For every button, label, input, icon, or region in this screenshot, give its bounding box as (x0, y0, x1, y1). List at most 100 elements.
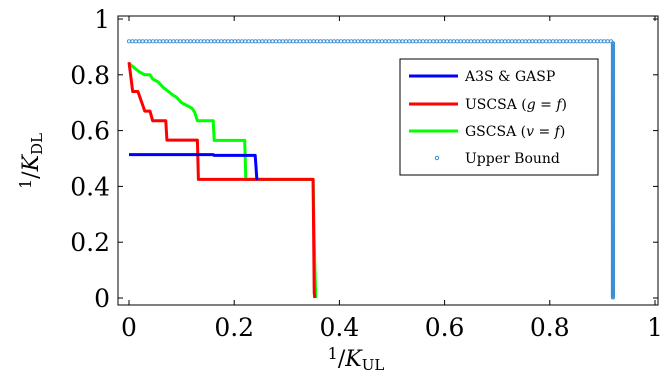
upper-bound-point (455, 39, 460, 44)
upper-bound-point (325, 39, 330, 44)
upper-bound-point (164, 39, 169, 44)
upper-bound-point (294, 39, 299, 44)
upper-bound-point (526, 39, 532, 44)
upper-bound-point (530, 39, 535, 44)
plot-area-frame (117, 15, 659, 306)
upper-bound-point (485, 39, 491, 44)
upper-bound-point (250, 39, 255, 44)
svg-text:1/KUL: 1/KUL (328, 344, 385, 374)
upper-bound-point (578, 39, 583, 44)
upper-bound-point (366, 39, 371, 44)
upper-bound-point (185, 39, 190, 44)
upper-bound-point (610, 295, 615, 300)
upper-bound-point (462, 39, 467, 44)
upper-bound-point (154, 39, 159, 44)
upper-bound-point (215, 39, 220, 44)
upper-bound-point (523, 39, 528, 44)
upper-bound-point (198, 39, 203, 44)
upper-bound-point (496, 39, 501, 44)
ticks-layer: 0 0.2 0.4 0.6 0.8 1 0 0.2 0.4 0.6 0.8 1 (70, 5, 660, 342)
x-tick-label: 0.6 (425, 313, 465, 342)
upper-bound-point (400, 39, 405, 44)
upper-bound-point (191, 39, 197, 44)
upper-bound-point (574, 39, 579, 44)
upper-bound-point (561, 39, 566, 44)
upper-bound-point (506, 39, 511, 44)
legend: A3S & GASP USCSA (g = f) GSCSA (v = f) Uppe… (399, 58, 599, 176)
svg-text:1/KDL: 1/KDL (16, 133, 46, 189)
upper-bound-point (540, 39, 545, 44)
upper-bound-point (465, 39, 470, 44)
upper-bound-point (427, 39, 432, 44)
upper-bound-point (571, 39, 576, 44)
upper-bound-point (140, 39, 145, 44)
upper-bound-point (554, 39, 559, 44)
upper-bound-point (178, 39, 183, 44)
upper-bound-point (205, 39, 210, 44)
upper-bound-point (277, 39, 282, 44)
upper-bound-point (311, 39, 316, 44)
upper-bound-point (602, 39, 607, 44)
upper-bound-point (369, 39, 374, 44)
upper-bound-point (318, 39, 323, 44)
upper-bound-point (349, 39, 354, 44)
upper-bound-point (202, 39, 207, 44)
upper-bound-point (489, 39, 494, 44)
x-tick-label: 0.2 (214, 313, 254, 342)
upper-bound-point (243, 39, 248, 44)
upper-bound-point (280, 39, 285, 44)
series-line-uscsa (127, 62, 317, 299)
upper-bound-point (509, 39, 514, 44)
y-tick-label: 0.2 (70, 228, 110, 257)
upper-bound-point (544, 39, 549, 44)
upper-bound-point (513, 39, 518, 44)
legend-label: A3S & GASP (464, 69, 555, 85)
upper-bound-point (267, 39, 272, 44)
upper-bound-point (270, 39, 275, 44)
upper-bound-point (167, 39, 173, 44)
upper-bound-point (564, 39, 569, 44)
upper-bound-point (314, 39, 320, 44)
upper-bound-point (328, 39, 333, 44)
upper-bound-point (301, 39, 306, 44)
upper-bound-point (383, 39, 388, 44)
upper-bound-point (304, 39, 309, 44)
upper-bound-point (431, 39, 436, 44)
y-tick-label: 0.4 (70, 172, 110, 201)
y-tick-label: 0.8 (70, 61, 110, 90)
upper-bound-point (338, 39, 344, 44)
upper-bound-point (209, 39, 214, 44)
upper-bound-point (130, 39, 135, 44)
legend-label: USCSA (g = f) (465, 97, 567, 113)
upper-bound-point (332, 39, 337, 44)
upper-bound-point (533, 39, 538, 44)
upper-bound-point (550, 39, 556, 44)
upper-bound-point (499, 39, 504, 44)
upper-bound-point (585, 39, 590, 44)
legend-box (399, 58, 599, 176)
upper-bound-point (335, 39, 340, 44)
upper-bound-point (181, 39, 186, 44)
upper-bound-point (503, 39, 508, 44)
upper-bound-point (444, 39, 450, 44)
upper-bound-point (588, 39, 593, 44)
upper-bound-point (356, 39, 361, 44)
upper-bound-point (284, 39, 289, 44)
upper-bound-point (424, 39, 429, 44)
upper-bound-point (171, 39, 176, 44)
upper-bound-point (390, 39, 395, 44)
upper-bound-point (407, 39, 412, 44)
upper-bound-point (321, 39, 326, 44)
upper-bound-point (379, 39, 385, 44)
legend-label: Upper Bound (465, 151, 560, 167)
upper-bound-point (414, 39, 419, 44)
upper-bound-point (147, 39, 152, 44)
upper-bound-point (598, 39, 603, 44)
upper-bound-point (260, 39, 265, 44)
x-tick-label: 0 (121, 313, 137, 342)
upper-bound-point (246, 39, 251, 44)
upper-bound-point (195, 39, 200, 44)
upper-bound-point (475, 39, 480, 44)
upper-bound-point (547, 39, 552, 44)
